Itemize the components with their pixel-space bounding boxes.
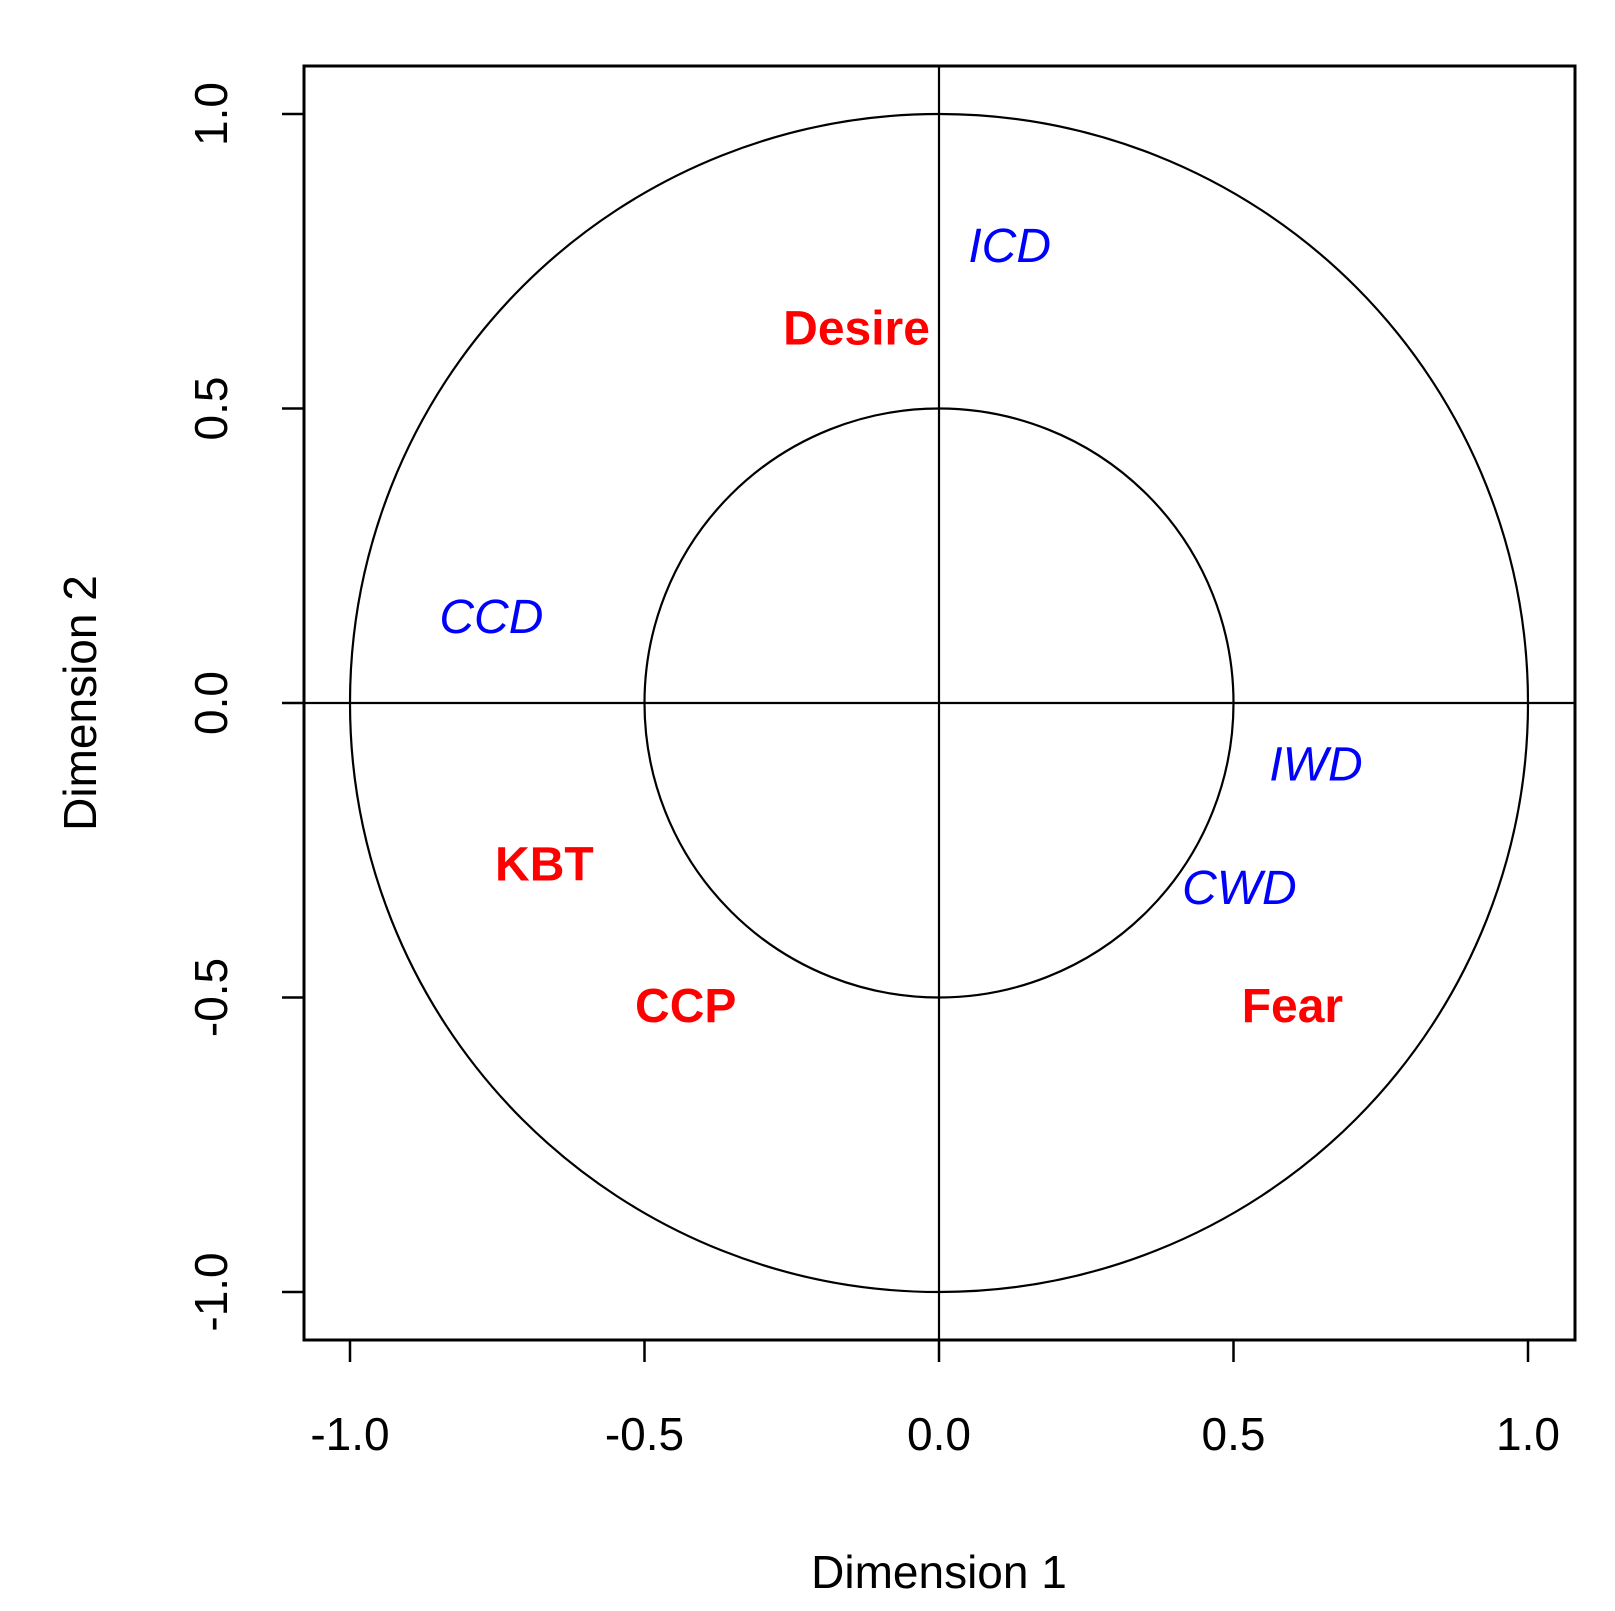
point-label-cwd: CWD [1182,862,1297,915]
y-axis: -1.0 -0.5 0.0 0.5 1.0 [185,82,304,1332]
point-label-ccd: CCD [439,591,543,644]
x-tick-label: -0.5 [605,1408,684,1460]
point-label-desire: Desire [783,303,930,356]
y-tick-label: 1.0 [185,82,237,146]
point-label-fear: Fear [1242,980,1343,1033]
point-label-icd: ICD [968,220,1051,273]
x-tick-label: 1.0 [1496,1408,1560,1460]
x-axis-label: Dimension 1 [811,1546,1067,1598]
y-tick-label: 0.5 [185,377,237,441]
point-label-ccp: CCP [635,980,736,1033]
x-axis: -1.0 -0.5 0.0 0.5 1.0 [310,1340,1560,1460]
y-tick-label: -0.5 [185,958,237,1037]
y-tick-label: 0.0 [185,671,237,735]
x-tick-label: -1.0 [310,1408,389,1460]
point-labels: Desire KBT CCP Fear ICD CCD IWD CWD [439,220,1362,1033]
x-tick-label: 0.0 [907,1408,971,1460]
y-axis-label: Dimension 2 [54,575,106,831]
point-label-iwd: IWD [1269,738,1362,791]
y-tick-label: -1.0 [185,1252,237,1331]
reference-lines [304,66,1575,1340]
x-tick-label: 0.5 [1202,1408,1266,1460]
point-label-kbt: KBT [495,839,594,892]
